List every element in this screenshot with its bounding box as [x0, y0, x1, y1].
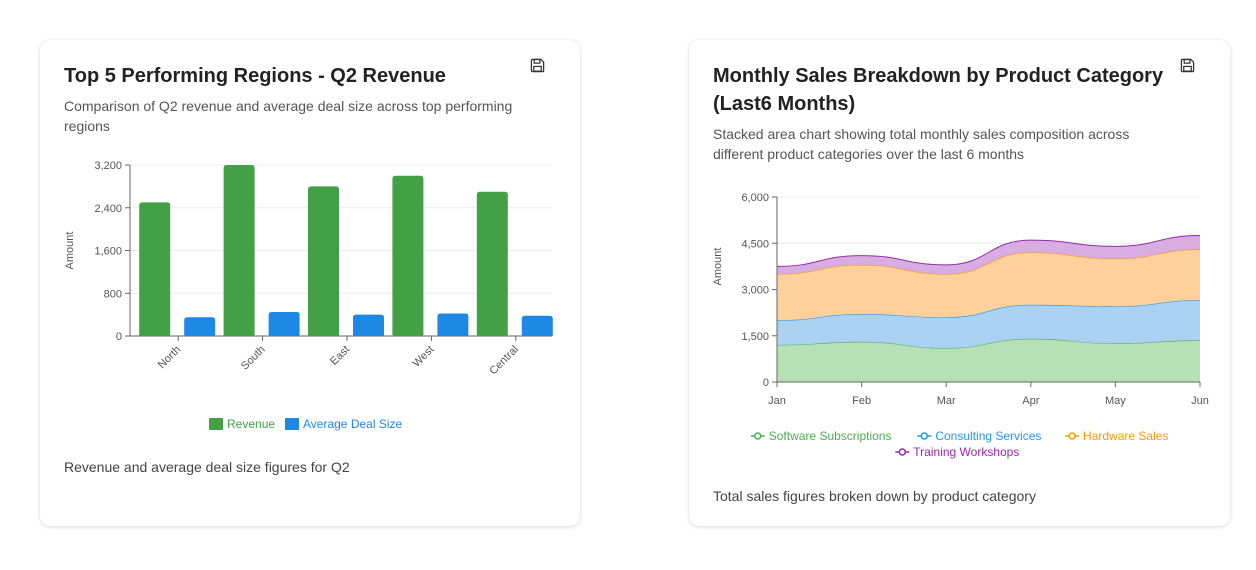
stacked-area-chart: 0 1,500 3,000 4,500 6,000 Amount Jan Feb Mar Apr M… — [712, 192, 1209, 459]
x-tick-label: North — [156, 344, 184, 372]
software-subscriptions-area — [777, 338, 1200, 382]
y-axis-title: Amount — [712, 248, 724, 286]
y-tick-label: 0 — [116, 331, 122, 343]
x-tick-label: Jan — [768, 395, 786, 407]
revenue-bar — [223, 165, 255, 336]
revenue-bar — [308, 186, 339, 336]
bar-chart: 0 800 1,600 2,400 3,200 Amount North South East W… — [64, 160, 553, 431]
revenue-bar — [392, 175, 424, 336]
x-tick-label: Feb — [852, 395, 871, 407]
training-workshops-area — [777, 235, 1200, 275]
legend-marker — [754, 432, 762, 440]
avg-deal-size-bar — [437, 313, 469, 336]
revenue-bar — [139, 202, 171, 336]
x-tick-label: West — [410, 344, 436, 370]
y-tick-label: 1,500 — [741, 331, 769, 343]
x-tick-label: May — [1105, 395, 1126, 407]
y-tick-label: 800 — [104, 288, 122, 300]
avg-deal-size-bar — [353, 314, 384, 336]
x-tick-label: Mar — [937, 395, 956, 407]
x-tick-label: Central — [487, 344, 521, 378]
legend-label: Average Deal Size — [303, 417, 402, 431]
y-tick-label: 0 — [763, 377, 769, 389]
floppy-disk-icon — [1180, 58, 1194, 72]
chart-card-regions: Top 5 Performing Regions - Q2 Revenue Co… — [40, 40, 580, 526]
floppy-disk-icon — [530, 58, 544, 72]
revenue-bar — [476, 191, 508, 336]
avg-deal-size-bar — [268, 311, 300, 336]
chart-footer: Revenue and average deal size figures fo… — [64, 459, 350, 475]
y-tick-label: 3,200 — [94, 160, 122, 172]
save-chart-button[interactable] — [528, 56, 546, 74]
x-tick-label: East — [328, 344, 352, 368]
legend-label: Revenue — [227, 417, 275, 431]
y-tick-label: 3,000 — [741, 285, 769, 297]
x-tick-label: Jun — [1191, 395, 1209, 407]
legend-marker — [1068, 432, 1076, 440]
legend-label: Software Subscriptions — [769, 429, 892, 443]
legend-label: Hardware Sales — [1083, 429, 1168, 443]
legend-swatch — [285, 418, 299, 430]
y-axis-title: Amount — [64, 232, 76, 270]
chart-footer: Total sales figures broken down by produ… — [713, 488, 1036, 504]
chart-title: Monthly Sales Breakdown by Product Categ… — [713, 65, 1164, 115]
y-tick-label: 2,400 — [94, 203, 122, 215]
training-workshops-line — [776, 235, 1201, 267]
y-tick-label: 4,500 — [741, 238, 769, 250]
x-tick-label: Apr — [1022, 395, 1039, 407]
legend-marker — [920, 432, 929, 440]
legend-marker — [898, 448, 907, 456]
save-chart-button[interactable] — [1178, 56, 1196, 74]
legend-swatch — [209, 418, 223, 430]
chart-card-product-sales: Monthly Sales Breakdown by Product Categ… — [689, 40, 1230, 526]
avg-deal-size-bar — [521, 315, 553, 336]
chart-description: Stacked area chart showing total monthly… — [713, 126, 1130, 162]
chart-description: Comparison of Q2 revenue and average dea… — [64, 98, 513, 134]
y-tick-label: 6,000 — [741, 192, 769, 204]
legend-label: Training Workshops — [913, 445, 1019, 459]
legend-label: Consulting Services — [935, 429, 1041, 443]
x-tick-label: South — [239, 344, 268, 373]
avg-deal-size-bar — [184, 317, 216, 336]
chart-title: Top 5 Performing Regions - Q2 Revenue — [64, 65, 446, 87]
y-tick-label: 1,600 — [94, 246, 122, 258]
consulting-services-area — [777, 300, 1200, 349]
hardware-sales-area — [777, 249, 1200, 321]
